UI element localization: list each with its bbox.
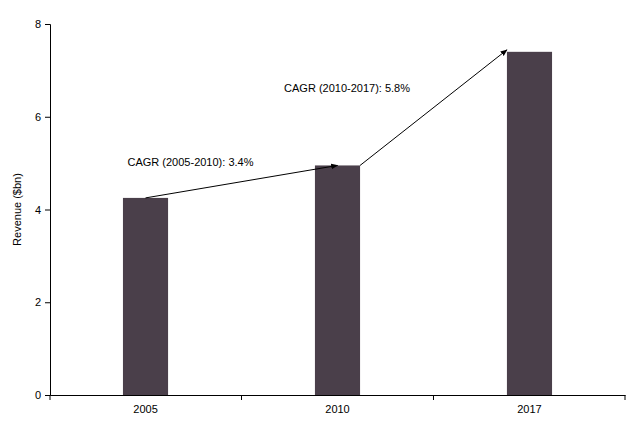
x-separator	[433, 395, 434, 400]
bar	[507, 52, 552, 395]
annotation-arrow	[146, 165, 338, 197]
bar	[315, 165, 360, 395]
y-axis-title: Revenue ($bn)	[11, 173, 23, 246]
x-axis: 2005 2010 2017	[51, 395, 626, 415]
y-tick-label: 0	[35, 389, 41, 401]
chart-container: 0 2 4 6 8 2005 2010 2017 Revenue ($bn) CAGR (2005…	[0, 0, 640, 432]
x-separator	[241, 395, 242, 400]
x-axis-line	[51, 395, 626, 396]
y-tick-label: 6	[35, 111, 41, 123]
x-tick: 2017	[517, 395, 541, 415]
y-tick: 8	[35, 18, 50, 30]
y-tick-label: 4	[35, 204, 41, 216]
y-tick-label: 2	[35, 296, 41, 308]
x-tick-label: 2010	[325, 403, 349, 415]
annotation: CAGR (2005-2010): 3.4%	[128, 156, 254, 168]
x-tick: 2010	[325, 395, 349, 415]
x-separator	[625, 395, 626, 400]
y-tick-mark	[45, 117, 50, 118]
y-tick-mark	[45, 210, 50, 211]
x-separator	[50, 395, 51, 400]
x-separators	[50, 395, 625, 400]
y-tick-mark	[45, 302, 50, 303]
y-axis-line	[45, 25, 51, 396]
y-tick: 2	[35, 296, 50, 308]
x-tick-label: 2005	[133, 403, 157, 415]
y-tick-label: 8	[35, 18, 41, 30]
chart-svg: 0 2 4 6 8 2005 2010 2017 Revenue ($bn) CAGR (2005…	[0, 0, 640, 432]
annotation-arrow	[360, 50, 507, 166]
y-tick: 6	[35, 111, 50, 123]
plot-area	[123, 52, 552, 395]
y-axis: 0 2 4 6 8	[35, 18, 51, 401]
y-tick-mark	[45, 24, 50, 25]
x-tick: 2005	[133, 395, 157, 415]
y-tick-mark	[45, 395, 50, 396]
y-tick: 0	[35, 389, 50, 401]
y-tick: 4	[35, 204, 50, 216]
annotation: CAGR (2010-2017): 5.8%	[284, 82, 410, 94]
x-tick-label: 2017	[517, 403, 541, 415]
bar	[123, 198, 168, 395]
